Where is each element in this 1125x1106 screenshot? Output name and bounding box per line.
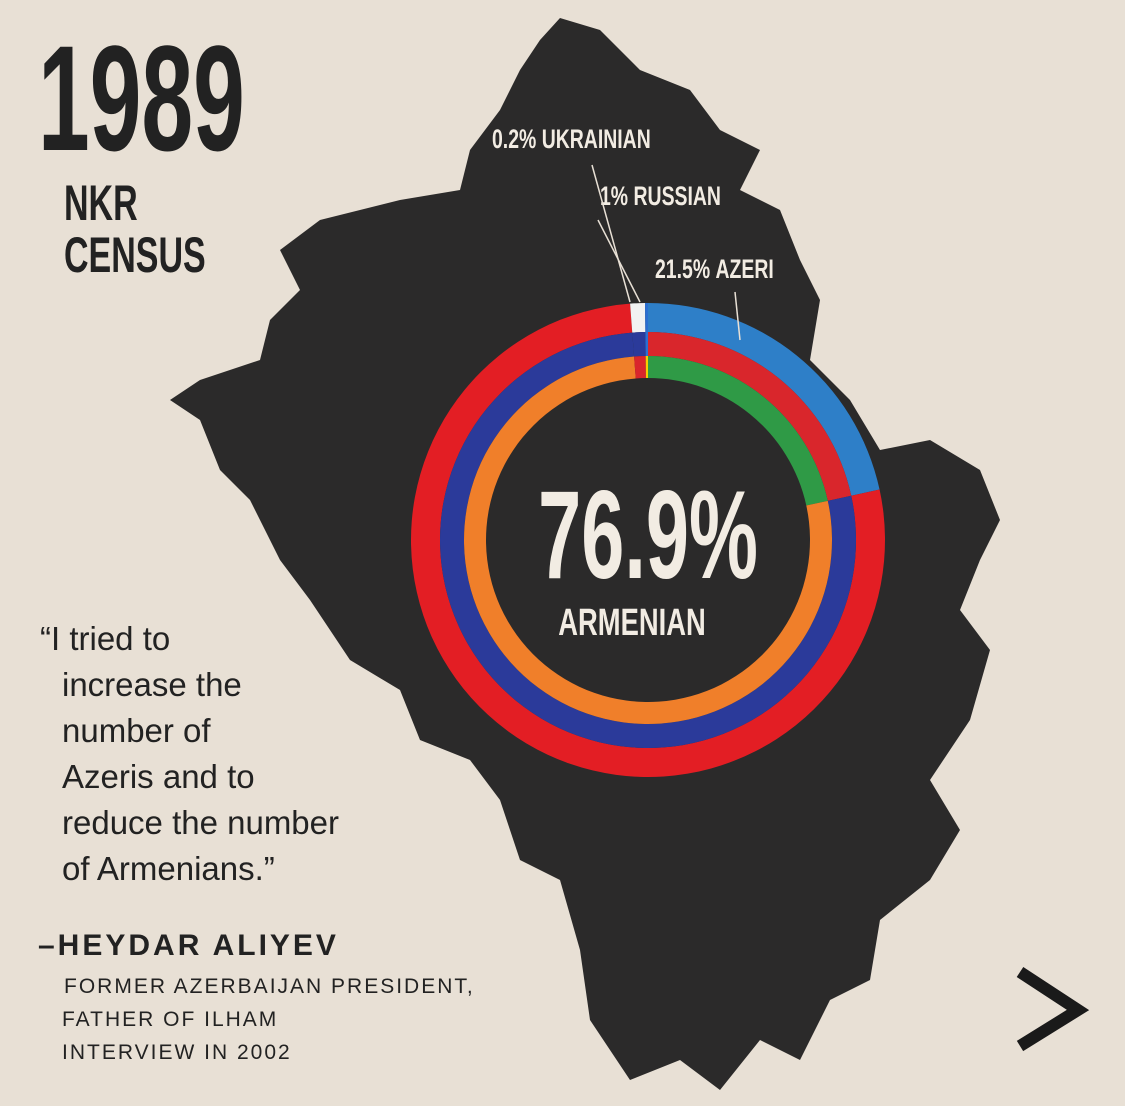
quote-line: number of	[62, 712, 211, 749]
donut-segment	[648, 356, 828, 506]
center-label-group: 76.9%	[538, 466, 758, 605]
segment-label: 21.5% AZERI	[655, 254, 774, 284]
author-detail: INTERVIEW IN 2002	[62, 1041, 292, 1064]
donut-segment	[648, 332, 852, 501]
segment-label: 0.2% UKRAINIAN	[492, 124, 651, 154]
value-label: 0.2%	[492, 124, 536, 154]
center-category-label: ARMENIAN	[558, 602, 705, 644]
leader-line	[591, 164, 631, 303]
donut-segment	[645, 303, 648, 333]
donut-segment	[632, 332, 646, 357]
leader-line	[734, 291, 741, 341]
map-silhouette	[170, 18, 1000, 1090]
donut-segment	[630, 303, 646, 333]
label-group: 1% RUSSIAN	[600, 181, 721, 211]
quote-line: increase the	[62, 666, 242, 703]
donut-segment	[648, 303, 880, 496]
value-label: 21.5%	[655, 254, 710, 284]
segment-label: 1% RUSSIAN	[600, 181, 721, 211]
category-label: UKRAINIAN	[542, 124, 651, 154]
next-arrow[interactable]	[1016, 966, 1090, 1052]
center-value-label: 76.9%	[538, 466, 758, 605]
quote-author: –HEYDAR ALIYEV	[38, 929, 339, 962]
author-detail: FORMER AZERBAIJAN PRESIDENT,	[64, 975, 475, 998]
year: 1989	[38, 15, 245, 182]
value-label: 1%	[600, 181, 628, 211]
donut-segment	[634, 356, 646, 379]
donut-segment	[645, 356, 648, 379]
quote-line: Azeris and to	[62, 758, 255, 795]
quote-line: reduce the number	[62, 804, 339, 841]
label-group: 0.2% UKRAINIAN	[492, 124, 651, 154]
author-detail: FATHER OF ILHAM	[62, 1008, 278, 1031]
center-category-group: ARMENIAN	[558, 602, 705, 644]
subtitle-line: NKR	[64, 176, 138, 232]
category-label: RUSSIAN	[634, 181, 721, 211]
quote-line: of Armenians.”	[62, 850, 275, 887]
quote-line: “I tried to	[40, 620, 170, 657]
label-group: 21.5% AZERI	[655, 254, 774, 284]
donut-segment	[645, 332, 648, 357]
subtitle-line: CENSUS	[64, 228, 206, 284]
category-label: AZERI	[716, 254, 774, 284]
